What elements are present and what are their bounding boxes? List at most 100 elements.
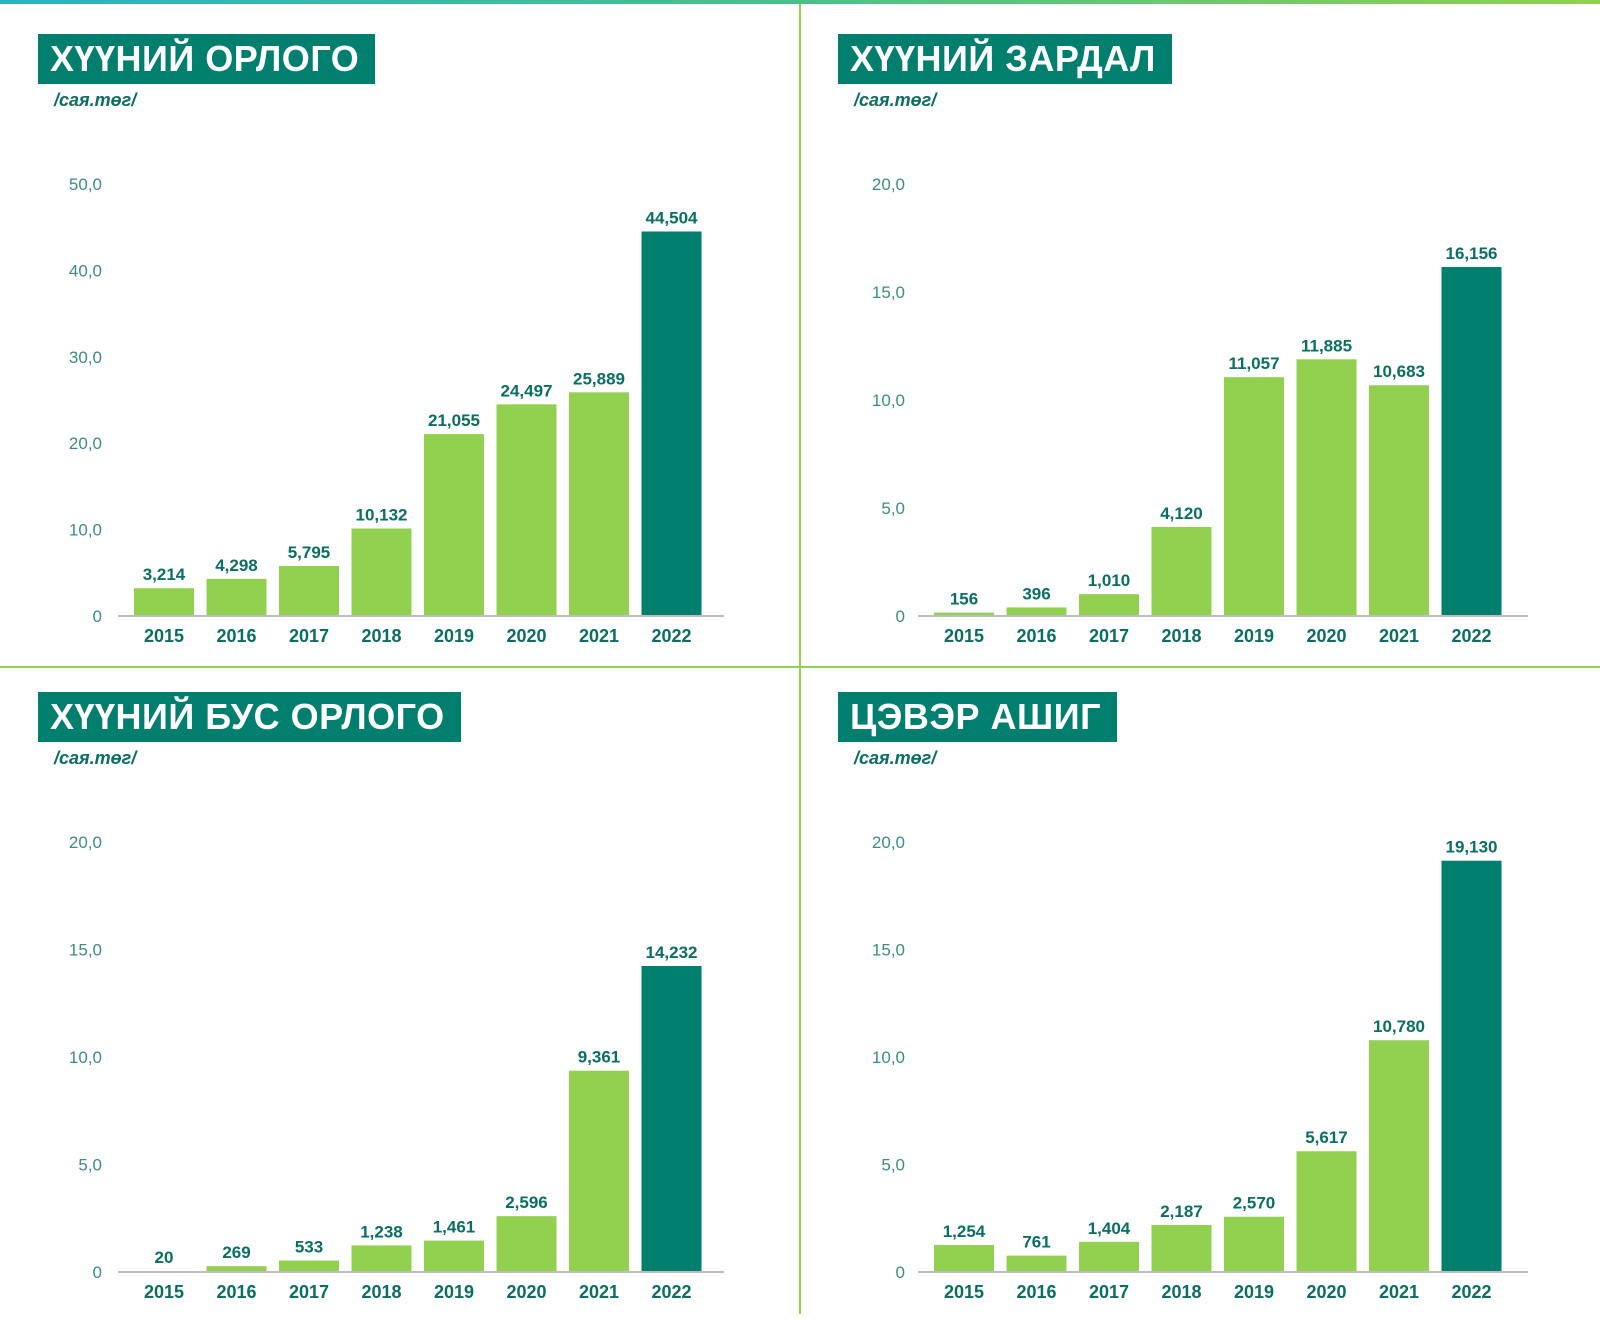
- bar-2019: [1224, 377, 1284, 616]
- data-label: 10,132: [356, 505, 408, 524]
- horizontal-divider: [0, 666, 1600, 668]
- chart-panel-net-profit: ЦЭВЭР АШИГ /сая.төг/ 0 5,0 10,0 15,0 20,0 1,2…: [800, 662, 1600, 1320]
- data-label: 2,570: [1233, 1194, 1276, 1213]
- data-label: 761: [1022, 1233, 1050, 1252]
- chart-panel-interest-income: ХҮҮНИЙ ОРЛОГО /сая.төг/ 0 10,0 20,0 30,0 40,…: [0, 4, 800, 662]
- data-label: 9,361: [578, 1048, 621, 1067]
- bar-2015: [934, 1245, 994, 1272]
- x-tick-label: 2018: [1161, 626, 1201, 646]
- bar-2020: [496, 1216, 557, 1272]
- data-label: 396: [1022, 584, 1050, 603]
- bar-2020: [496, 404, 557, 616]
- data-label: 20: [155, 1248, 174, 1267]
- x-tick-label: 2015: [944, 626, 984, 646]
- chart-panel-interest-expense: ХҮҮНИЙ ЗАРДАЛ /сая.төг/ 0 5,0 10,0 15,0 20,0…: [800, 4, 1600, 662]
- bar-2021: [569, 1070, 629, 1272]
- data-label: 2,596: [505, 1193, 548, 1212]
- x-tick-label: 2015: [944, 1282, 984, 1302]
- x-tick-label: 2021: [1379, 1282, 1419, 1302]
- y-tick-label: 30,0: [69, 348, 102, 367]
- chart-title: ХҮҮНИЙ ОРЛОГО: [38, 34, 376, 84]
- bar-2022: [641, 231, 702, 616]
- bar-chart-interest-expense: 0 5,0 10,0 15,0 20,0 156 2015 396 2016 1,010 2017 4…: [872, 175, 1528, 646]
- data-label: 14,232: [646, 943, 698, 962]
- x-tick-label: 2022: [651, 626, 691, 646]
- y-tick-label: 10,0: [69, 1048, 102, 1067]
- data-label: 16,156: [1446, 244, 1498, 263]
- data-label: 2,187: [1160, 1202, 1203, 1221]
- bar-2018: [351, 1245, 412, 1272]
- chart-unit: /сая.төг/: [54, 748, 137, 768]
- y-tick-label: 50,0: [69, 175, 102, 194]
- y-tick-label: 5,0: [78, 1156, 102, 1175]
- bar-2021: [1369, 385, 1429, 616]
- y-tick-label: 15,0: [69, 941, 102, 960]
- y-tick-label: 0: [93, 1263, 102, 1282]
- data-label: 5,617: [1305, 1128, 1348, 1147]
- data-label: 10,683: [1373, 362, 1425, 381]
- x-tick-label: 2022: [651, 1282, 691, 1302]
- x-tick-label: 2016: [1016, 1282, 1056, 1302]
- x-tick-label: 2016: [1016, 626, 1056, 646]
- bar-2016: [206, 1266, 267, 1272]
- x-tick-label: 2019: [434, 626, 474, 646]
- bar-2018: [351, 528, 412, 616]
- bar-chart-non-interest-income: 0 5,0 10,0 15,0 20,0 20 2015 269 2016 533 2017 1,23…: [69, 833, 724, 1302]
- bar-chart-net-profit: 0 5,0 10,0 15,0 20,0 1,254 2015 761 2016 1,404 201…: [872, 833, 1528, 1302]
- y-tick-label: 10,0: [872, 1048, 905, 1067]
- y-tick-label: 15,0: [872, 283, 905, 302]
- bar-2019: [424, 1240, 484, 1272]
- bar-2022: [641, 966, 702, 1272]
- data-label: 1,404: [1088, 1219, 1131, 1238]
- y-tick-label: 40,0: [69, 261, 102, 280]
- bar-2019: [424, 434, 484, 616]
- x-tick-label: 2018: [361, 626, 401, 646]
- y-tick-label: 0: [93, 607, 102, 626]
- data-label: 11,057: [1228, 354, 1279, 373]
- bar-2016: [1006, 607, 1067, 616]
- data-label: 1,010: [1088, 571, 1131, 590]
- data-label: 533: [295, 1238, 323, 1257]
- y-tick-label: 10,0: [69, 521, 102, 540]
- x-tick-label: 2017: [289, 1282, 329, 1302]
- bar-2017: [1079, 594, 1139, 616]
- y-tick-label: 20,0: [872, 833, 905, 852]
- x-tick-label: 2015: [144, 1282, 184, 1302]
- chart-unit: /сая.төг/: [854, 90, 937, 110]
- x-tick-label: 2020: [506, 1282, 546, 1302]
- x-tick-label: 2017: [289, 626, 329, 646]
- x-tick-label: 2018: [1161, 1282, 1201, 1302]
- data-label: 11,885: [1301, 336, 1352, 355]
- x-tick-label: 2016: [216, 626, 256, 646]
- bar-2017: [279, 565, 339, 616]
- bar-2020: [1296, 359, 1357, 616]
- x-tick-label: 2020: [506, 626, 546, 646]
- x-tick-label: 2017: [1089, 626, 1129, 646]
- data-label: 21,055: [428, 411, 480, 430]
- y-tick-label: 20,0: [69, 833, 102, 852]
- x-tick-label: 2019: [434, 1282, 474, 1302]
- x-tick-label: 2020: [1306, 1282, 1346, 1302]
- top-accent-line: [0, 0, 1600, 4]
- bar-2015: [934, 612, 994, 616]
- data-label: 19,130: [1446, 838, 1498, 857]
- bar-2015: [134, 588, 194, 616]
- data-label: 269: [222, 1243, 250, 1262]
- data-label: 5,795: [288, 543, 331, 562]
- x-tick-label: 2016: [216, 1282, 256, 1302]
- bar-2018: [1151, 1224, 1212, 1272]
- y-tick-label: 20,0: [69, 434, 102, 453]
- bar-2020: [1296, 1151, 1357, 1272]
- bar-chart-interest-income: 0 10,0 20,0 30,0 40,0 50,0 3,214 2015 4,298 2016 5…: [69, 175, 724, 646]
- data-label: 44,504: [646, 208, 699, 227]
- bar-2016: [1006, 1255, 1067, 1272]
- chart-title: ЦЭВЭР АШИГ: [838, 692, 1117, 742]
- chart-title: ХҮҮНИЙ ЗАРДАЛ: [838, 34, 1172, 84]
- x-tick-label: 2022: [1451, 626, 1491, 646]
- bar-2022: [1441, 860, 1502, 1272]
- data-label: 1,238: [360, 1222, 403, 1241]
- x-tick-label: 2019: [1234, 1282, 1274, 1302]
- data-label: 10,780: [1373, 1017, 1425, 1036]
- bar-2016: [206, 578, 267, 616]
- data-label: 3,214: [143, 565, 186, 584]
